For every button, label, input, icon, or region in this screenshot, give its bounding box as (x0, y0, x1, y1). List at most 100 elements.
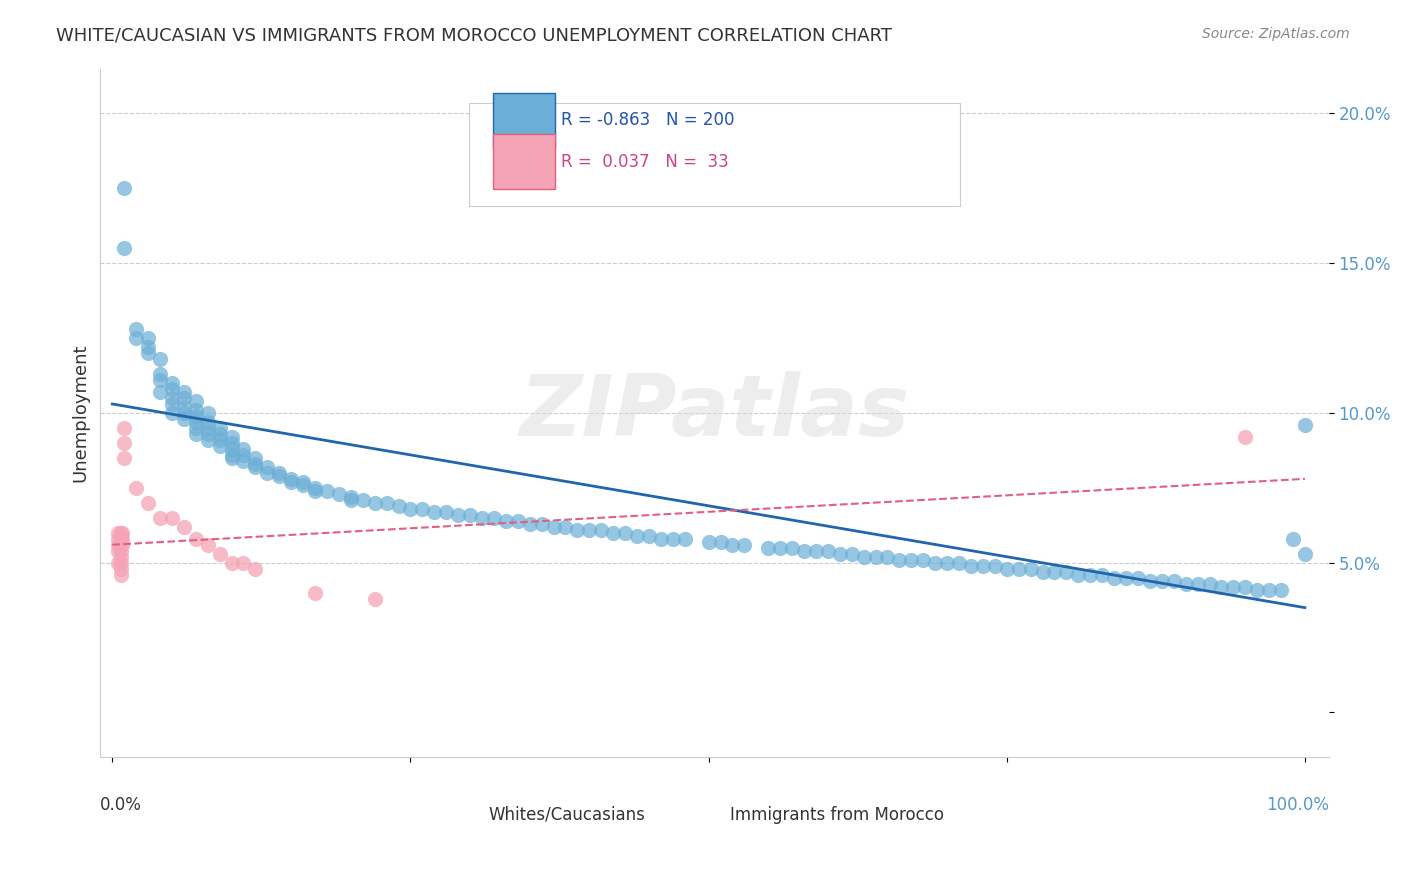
Point (112, 421, 135, 435)
Point (638, 529, 661, 543)
Point (208, 433, 231, 447)
Point (112, 181, 135, 195)
FancyBboxPatch shape (468, 103, 960, 206)
Point (160, 510, 183, 524)
Point (269, 468, 291, 483)
Point (375, 496, 398, 510)
Point (780, 541, 803, 555)
Point (828, 547, 851, 561)
Point (304, 481, 326, 495)
Point (1102, 571, 1125, 585)
Point (1054, 565, 1077, 579)
Point (650, 532, 672, 546)
Point (889, 552, 911, 566)
Point (197, 415, 219, 429)
Point (125, 331, 148, 345)
Point (567, 523, 589, 537)
Point (482, 510, 505, 524)
Point (1031, 565, 1053, 579)
Point (984, 558, 1007, 573)
FancyBboxPatch shape (449, 785, 484, 812)
Point (1150, 574, 1173, 588)
Y-axis label: Unemployment: Unemployment (72, 343, 89, 483)
Point (591, 523, 613, 537)
Point (136, 496, 159, 510)
Text: Source: ZipAtlas.com: Source: ZipAtlas.com (1202, 27, 1350, 41)
Point (111, 525, 134, 540)
Point (841, 547, 863, 561)
Point (125, 322, 148, 336)
Point (245, 562, 267, 576)
Point (1294, 547, 1316, 561)
Point (673, 532, 696, 546)
Point (197, 406, 219, 420)
Point (304, 483, 326, 498)
Point (960, 558, 983, 573)
Point (110, 567, 132, 582)
Point (948, 556, 970, 570)
Point (256, 459, 278, 474)
Point (1174, 576, 1197, 591)
FancyBboxPatch shape (494, 134, 555, 189)
Point (1008, 562, 1031, 576)
Point (804, 543, 827, 558)
Point (769, 541, 792, 555)
Point (1294, 417, 1316, 432)
Point (399, 501, 422, 516)
Point (111, 532, 134, 546)
Point (232, 448, 254, 462)
Point (110, 549, 132, 564)
Point (125, 481, 148, 495)
Point (506, 514, 529, 528)
Point (221, 450, 243, 465)
Point (208, 421, 231, 435)
Text: R =  0.037   N =  33: R = 0.037 N = 33 (561, 153, 728, 170)
Point (107, 543, 129, 558)
Point (709, 534, 731, 549)
Point (756, 541, 779, 555)
Point (136, 346, 159, 360)
Point (160, 397, 183, 411)
Point (110, 562, 132, 576)
Point (602, 525, 624, 540)
FancyBboxPatch shape (724, 785, 761, 812)
Point (817, 543, 839, 558)
Point (208, 439, 231, 453)
Point (1019, 562, 1042, 576)
Point (221, 430, 243, 444)
Point (340, 492, 363, 507)
Text: WHITE/CAUCASIAN VS IMMIGRANTS FROM MOROCCO UNEMPLOYMENT CORRELATION CHART: WHITE/CAUCASIAN VS IMMIGRANTS FROM MOROC… (56, 27, 893, 45)
Point (304, 585, 326, 599)
Point (232, 442, 254, 456)
Point (495, 514, 517, 528)
Point (184, 532, 207, 546)
Point (721, 538, 744, 552)
Point (197, 421, 219, 435)
Point (352, 492, 374, 507)
Point (411, 501, 433, 516)
Point (256, 466, 278, 480)
Point (1270, 582, 1292, 597)
Point (245, 459, 267, 474)
Point (221, 436, 243, 450)
Point (160, 406, 183, 420)
Point (876, 549, 898, 564)
Point (1067, 567, 1090, 582)
Point (160, 376, 183, 390)
Point (1078, 567, 1101, 582)
Point (149, 384, 172, 399)
Point (110, 532, 132, 546)
Text: ZIPatlas: ZIPatlas (519, 371, 910, 454)
Point (1198, 576, 1220, 591)
Point (900, 552, 922, 566)
Point (173, 400, 195, 414)
Point (1043, 565, 1066, 579)
Point (936, 556, 959, 570)
Point (292, 478, 315, 492)
Point (1234, 430, 1257, 444)
Point (149, 510, 172, 524)
Point (543, 520, 565, 534)
Point (136, 331, 159, 345)
FancyBboxPatch shape (494, 93, 555, 148)
Text: 100.0%: 100.0% (1265, 797, 1329, 814)
